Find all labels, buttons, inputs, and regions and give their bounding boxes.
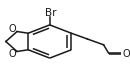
- Text: Br: Br: [45, 8, 57, 18]
- Text: O: O: [9, 49, 17, 59]
- Text: O: O: [9, 24, 17, 34]
- Text: O: O: [123, 49, 130, 59]
